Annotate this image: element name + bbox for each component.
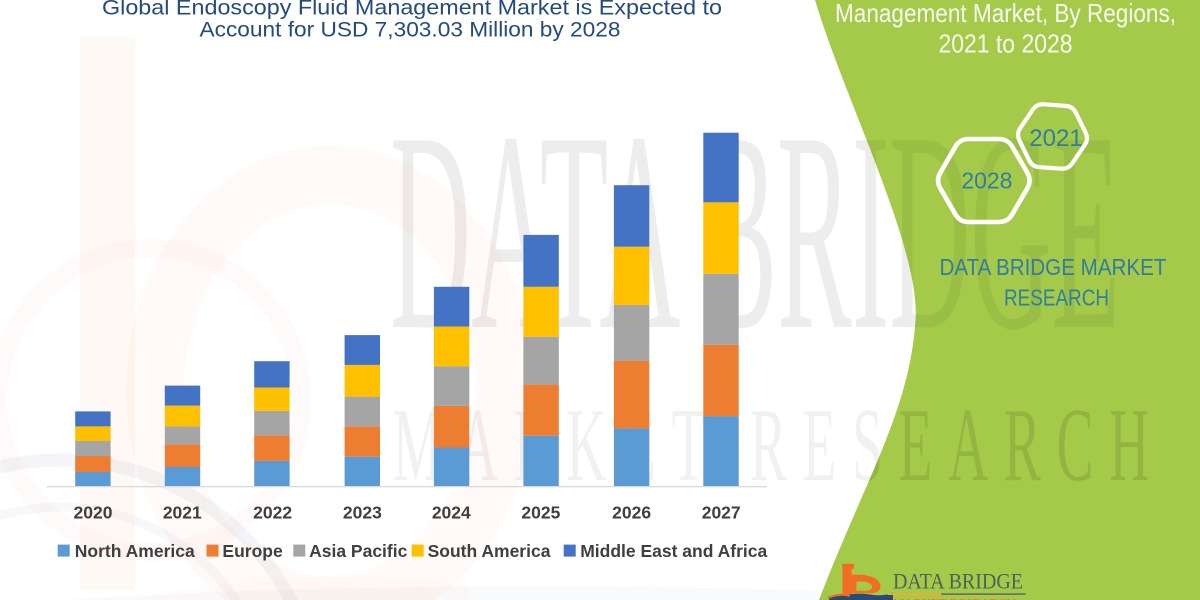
svg-text:2022: 2022	[253, 503, 292, 523]
svg-text:RESEARCH: RESEARCH	[1004, 284, 1109, 310]
svg-text:Management Market, By Regions,: Management Market, By Regions,	[835, 0, 1176, 28]
svg-text:2026: 2026	[612, 503, 651, 523]
svg-text:2025: 2025	[521, 503, 560, 523]
svg-text:2027: 2027	[702, 503, 741, 523]
svg-text:2021: 2021	[1029, 125, 1082, 152]
svg-text:2028: 2028	[961, 168, 1012, 194]
svg-text:Europe: Europe	[222, 541, 283, 561]
svg-text:DATA BRIDGE MARKET: DATA BRIDGE MARKET	[940, 254, 1167, 280]
svg-text:2023: 2023	[343, 503, 382, 523]
svg-text:North America: North America	[75, 541, 195, 561]
svg-text:2021 to 2028: 2021 to 2028	[939, 29, 1073, 59]
svg-text:MARKET RESEARCH: MARKET RESEARCH	[893, 597, 1016, 600]
svg-text:Global Endoscopy Fluid Managem: Global Endoscopy Fluid Management Market…	[102, 0, 722, 19]
svg-text:2020: 2020	[74, 503, 113, 523]
svg-text:Account for USD 7,303.03 Milli: Account for USD 7,303.03 Million by 2028	[200, 18, 621, 41]
svg-text:2021: 2021	[163, 503, 202, 523]
svg-text:Asia Pacific: Asia Pacific	[309, 541, 408, 561]
svg-text:2024: 2024	[432, 503, 471, 523]
svg-text:Middle East and Africa: Middle East and Africa	[580, 541, 767, 561]
svg-text:DATA BRIDGE: DATA BRIDGE	[893, 569, 1023, 594]
svg-text:South America: South America	[428, 541, 551, 561]
